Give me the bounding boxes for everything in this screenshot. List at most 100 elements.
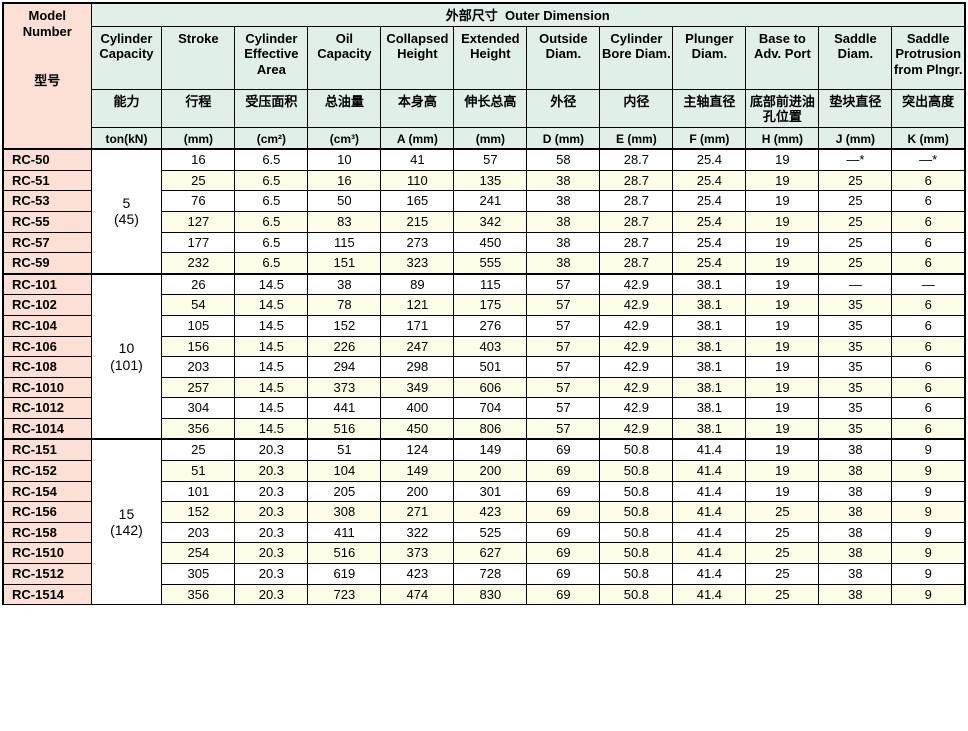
data-cell: 200 bbox=[454, 461, 527, 482]
hdr-plunger-en: Plunger Diam. bbox=[673, 26, 746, 89]
model-cell: RC-152 bbox=[3, 461, 91, 482]
data-cell: 19 bbox=[746, 295, 819, 316]
data-cell: 38 bbox=[527, 232, 600, 253]
hdr-oil-en: Oil Capacity bbox=[308, 26, 381, 89]
hdr-od-en: Outside Diam. bbox=[527, 26, 600, 89]
data-cell: 6 bbox=[892, 315, 965, 336]
hdr-od-cn: 外径 bbox=[527, 89, 600, 127]
data-cell: 6 bbox=[892, 211, 965, 232]
data-cell: 28.7 bbox=[600, 149, 673, 170]
data-cell: 165 bbox=[381, 191, 454, 212]
model-cell: RC-158 bbox=[3, 522, 91, 543]
data-cell: 50.8 bbox=[600, 502, 673, 523]
data-cell: 627 bbox=[454, 543, 527, 564]
data-cell: 19 bbox=[746, 232, 819, 253]
data-cell: 294 bbox=[308, 357, 381, 378]
data-cell: 6 bbox=[892, 253, 965, 274]
data-cell: 9 bbox=[892, 522, 965, 543]
capacity-cell: 15(142) bbox=[91, 439, 162, 604]
data-cell: 38 bbox=[819, 543, 892, 564]
data-cell: 78 bbox=[308, 295, 381, 316]
data-cell: 101 bbox=[162, 481, 235, 502]
data-cell: 271 bbox=[381, 502, 454, 523]
data-cell: 276 bbox=[454, 315, 527, 336]
data-cell: 25 bbox=[819, 253, 892, 274]
data-cell: 38.1 bbox=[673, 377, 746, 398]
data-cell: 704 bbox=[454, 398, 527, 419]
data-cell: 152 bbox=[308, 315, 381, 336]
data-cell: 38 bbox=[819, 564, 892, 585]
data-cell: 19 bbox=[746, 149, 819, 170]
model-cell: RC-55 bbox=[3, 211, 91, 232]
data-cell: 6 bbox=[892, 232, 965, 253]
data-cell: 200 bbox=[381, 481, 454, 502]
data-cell: 6 bbox=[892, 295, 965, 316]
hdr-base-cn: 底部前进油孔位置 bbox=[746, 89, 819, 127]
title-cn: 外部尺寸 bbox=[446, 8, 498, 23]
data-cell: 38 bbox=[819, 439, 892, 460]
data-cell: 41.4 bbox=[673, 584, 746, 605]
data-cell: 69 bbox=[527, 543, 600, 564]
data-cell: 806 bbox=[454, 418, 527, 439]
data-cell: 14.5 bbox=[235, 418, 308, 439]
data-cell: 25.4 bbox=[673, 170, 746, 191]
data-cell: 57 bbox=[527, 336, 600, 357]
data-cell: 322 bbox=[381, 522, 454, 543]
data-cell: 6 bbox=[892, 357, 965, 378]
hdr-base-en: Base to Adv. Port bbox=[746, 26, 819, 89]
data-cell: 38.1 bbox=[673, 336, 746, 357]
data-cell: 9 bbox=[892, 564, 965, 585]
data-cell: 41 bbox=[381, 149, 454, 170]
hdr-cap-en: Cylinder Capacity bbox=[91, 26, 162, 89]
data-cell: 19 bbox=[746, 211, 819, 232]
table-body: RC-505(45)166.51041575828.725.419—*—* RC-… bbox=[3, 149, 965, 605]
data-cell: 54 bbox=[162, 295, 235, 316]
data-cell: 42.9 bbox=[600, 418, 673, 439]
data-cell: 19 bbox=[746, 398, 819, 419]
model-cell: RC-151 bbox=[3, 439, 91, 460]
data-cell: 19 bbox=[746, 461, 819, 482]
data-cell: 20.3 bbox=[235, 543, 308, 564]
capacity-cell: 10(101) bbox=[91, 274, 162, 440]
data-cell: 25.4 bbox=[673, 149, 746, 170]
data-cell: 35 bbox=[819, 377, 892, 398]
data-cell: 25 bbox=[746, 522, 819, 543]
data-cell: 41.4 bbox=[673, 564, 746, 585]
data-cell: 215 bbox=[381, 211, 454, 232]
data-cell: 35 bbox=[819, 315, 892, 336]
model-cell: RC-101 bbox=[3, 274, 91, 295]
data-cell: 423 bbox=[381, 564, 454, 585]
data-cell: 42.9 bbox=[600, 398, 673, 419]
data-cell: 42.9 bbox=[600, 295, 673, 316]
data-cell: 57 bbox=[527, 377, 600, 398]
data-cell: 50.8 bbox=[600, 481, 673, 502]
data-cell: 14.5 bbox=[235, 295, 308, 316]
data-cell: 110 bbox=[381, 170, 454, 191]
data-cell: 6 bbox=[892, 336, 965, 357]
data-cell: 356 bbox=[162, 418, 235, 439]
data-cell: 450 bbox=[454, 232, 527, 253]
data-cell: 25.4 bbox=[673, 232, 746, 253]
hdr-bore-unit: E (mm) bbox=[600, 127, 673, 149]
data-cell: 20.3 bbox=[235, 502, 308, 523]
table-row: RC-505(45)166.51041575828.725.419—*—* bbox=[3, 149, 965, 170]
data-cell: 38 bbox=[819, 481, 892, 502]
data-cell: 42.9 bbox=[600, 357, 673, 378]
data-cell: 35 bbox=[819, 398, 892, 419]
data-cell: 19 bbox=[746, 336, 819, 357]
data-cell: 152 bbox=[162, 502, 235, 523]
data-cell: 606 bbox=[454, 377, 527, 398]
data-cell: 19 bbox=[746, 170, 819, 191]
data-cell: 14.5 bbox=[235, 274, 308, 295]
model-cell: RC-108 bbox=[3, 357, 91, 378]
data-cell: 50 bbox=[308, 191, 381, 212]
data-cell: 19 bbox=[746, 191, 819, 212]
data-cell: 41.4 bbox=[673, 439, 746, 460]
data-cell: 14.5 bbox=[235, 377, 308, 398]
data-cell: 50.8 bbox=[600, 439, 673, 460]
data-cell: 25 bbox=[746, 543, 819, 564]
model-cell: RC-154 bbox=[3, 481, 91, 502]
data-cell: 226 bbox=[308, 336, 381, 357]
data-cell: 175 bbox=[454, 295, 527, 316]
data-cell: 25 bbox=[746, 564, 819, 585]
